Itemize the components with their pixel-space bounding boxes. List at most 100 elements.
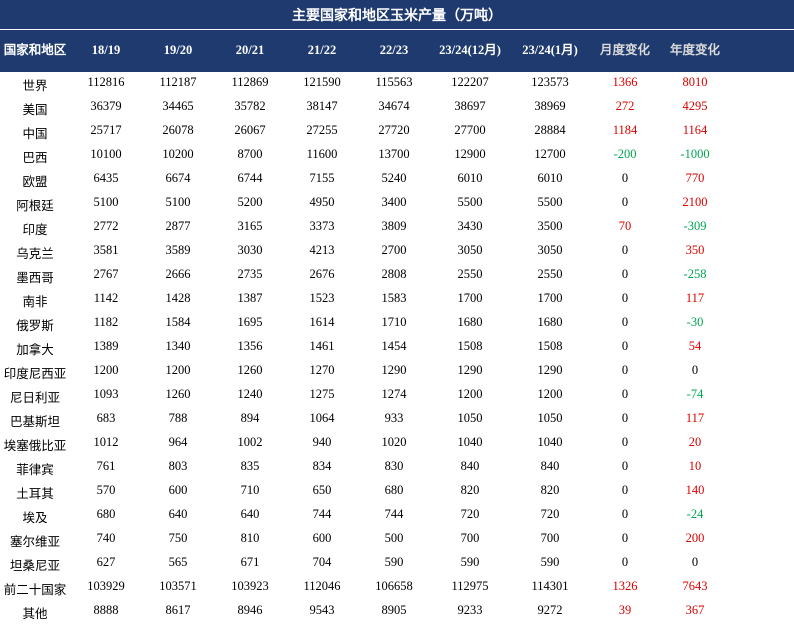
data-cell: 2700 [358, 240, 430, 264]
data-cell: 570 [70, 480, 142, 504]
data-cell: 835 [214, 456, 286, 480]
yoy-change-cell: 367 [660, 600, 730, 624]
data-cell: 3430 [430, 216, 510, 240]
col-header-0: 国家和地区 [0, 30, 70, 72]
data-cell: 1700 [510, 288, 590, 312]
data-cell: 1260 [214, 360, 286, 384]
mom-change-cell: 0 [590, 432, 660, 456]
data-cell: 9272 [510, 600, 590, 624]
data-cell: 1680 [430, 312, 510, 336]
mom-change-cell: 39 [590, 600, 660, 624]
mom-change-cell: 0 [590, 192, 660, 216]
data-cell: 8905 [358, 600, 430, 624]
data-cell: 1290 [358, 360, 430, 384]
table-row: 菲律宾761803835834830840840010 [0, 456, 794, 480]
row-name: 世界 [0, 72, 70, 96]
data-cell: 704 [286, 552, 358, 576]
data-cell: 788 [142, 408, 214, 432]
data-cell: 1290 [430, 360, 510, 384]
col-header-9: 年度变化 [660, 30, 730, 72]
data-cell: 6435 [70, 168, 142, 192]
data-cell: 27700 [430, 120, 510, 144]
row-name: 其他 [0, 600, 70, 624]
table-row: 墨西哥27672666273526762808255025500-258 [0, 264, 794, 288]
mom-change-cell: 0 [590, 240, 660, 264]
data-cell: 1200 [510, 384, 590, 408]
data-cell: 700 [430, 528, 510, 552]
row-name: 俄罗斯 [0, 312, 70, 336]
data-cell: 627 [70, 552, 142, 576]
data-cell: 25717 [70, 120, 142, 144]
data-cell: 1340 [142, 336, 214, 360]
data-cell: 27720 [358, 120, 430, 144]
data-cell: 683 [70, 408, 142, 432]
data-cell: 565 [142, 552, 214, 576]
corn-production-table: 主要国家和地区玉米产量（万吨） 国家和地区18/1919/2020/2121/2… [0, 0, 794, 624]
data-cell: 590 [510, 552, 590, 576]
data-cell: 122207 [430, 72, 510, 96]
data-cell: 6010 [510, 168, 590, 192]
data-cell: 680 [70, 504, 142, 528]
data-cell: 8617 [142, 600, 214, 624]
data-cell: 38969 [510, 96, 590, 120]
data-cell: 8700 [214, 144, 286, 168]
mom-change-cell: 1366 [590, 72, 660, 96]
data-cell: 1182 [70, 312, 142, 336]
data-cell: 1020 [358, 432, 430, 456]
yoy-change-cell: -258 [660, 264, 730, 288]
data-cell: 4213 [286, 240, 358, 264]
data-cell: 600 [142, 480, 214, 504]
data-cell: 671 [214, 552, 286, 576]
data-cell: 112046 [286, 576, 358, 600]
yoy-change-cell: 200 [660, 528, 730, 552]
col-header-7: 23/24(1月) [510, 30, 590, 72]
data-cell: 1274 [358, 384, 430, 408]
mom-change-cell: 70 [590, 216, 660, 240]
table-row: 阿根廷510051005200495034005500550002100 [0, 192, 794, 216]
data-cell: 803 [142, 456, 214, 480]
data-cell: 3030 [214, 240, 286, 264]
yoy-change-cell: 20 [660, 432, 730, 456]
yoy-change-cell: 140 [660, 480, 730, 504]
mom-change-cell: 0 [590, 288, 660, 312]
data-cell: 34465 [142, 96, 214, 120]
data-cell: 3400 [358, 192, 430, 216]
row-name: 前二十国家 [0, 576, 70, 600]
mom-change-cell: 1184 [590, 120, 660, 144]
data-cell: 1275 [286, 384, 358, 408]
data-cell: 1387 [214, 288, 286, 312]
table-row: 土耳其5706007106506808208200140 [0, 480, 794, 504]
data-cell: 10100 [70, 144, 142, 168]
data-cell: 1064 [286, 408, 358, 432]
col-header-5: 22/23 [358, 30, 430, 72]
data-cell: 5100 [142, 192, 214, 216]
data-cell: 820 [510, 480, 590, 504]
data-cell: 5500 [430, 192, 510, 216]
data-cell: 26067 [214, 120, 286, 144]
data-cell: 700 [510, 528, 590, 552]
data-cell: 1461 [286, 336, 358, 360]
data-cell: 1583 [358, 288, 430, 312]
row-name: 塞尔维亚 [0, 528, 70, 552]
mom-change-cell: 0 [590, 408, 660, 432]
data-cell: 9233 [430, 600, 510, 624]
table-row: 尼日利亚10931260124012751274120012000-74 [0, 384, 794, 408]
data-cell: 5500 [510, 192, 590, 216]
data-cell: 1200 [142, 360, 214, 384]
yoy-change-cell: 1164 [660, 120, 730, 144]
data-cell: 3500 [510, 216, 590, 240]
yoy-change-cell: 2100 [660, 192, 730, 216]
data-cell: 1142 [70, 288, 142, 312]
data-cell: 1389 [70, 336, 142, 360]
data-cell: 1260 [142, 384, 214, 408]
data-cell: 1454 [358, 336, 430, 360]
table-row: 巴西1010010200870011600137001290012700-200… [0, 144, 794, 168]
mom-change-cell: 0 [590, 264, 660, 288]
yoy-change-cell: -74 [660, 384, 730, 408]
data-cell: 1508 [430, 336, 510, 360]
data-cell: 123573 [510, 72, 590, 96]
table-row: 塞尔维亚7407508106005007007000200 [0, 528, 794, 552]
data-cell: 1240 [214, 384, 286, 408]
yoy-change-cell: -30 [660, 312, 730, 336]
table-row: 埃及6806406407447447207200-24 [0, 504, 794, 528]
